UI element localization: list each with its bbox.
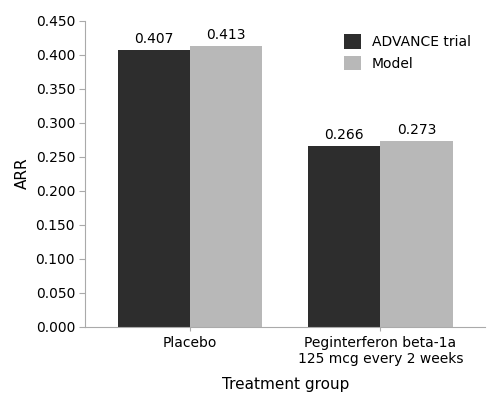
Text: 0.407: 0.407 (134, 32, 173, 46)
Bar (118, 50, 190, 327)
Y-axis label: ARR: ARR (15, 158, 30, 189)
Bar (308, 146, 380, 327)
Text: 0.266: 0.266 (324, 128, 364, 142)
Legend: ADVANCE trial, Model: ADVANCE trial, Model (338, 27, 478, 78)
Text: 0.273: 0.273 (397, 123, 436, 137)
Bar (380, 141, 452, 327)
Bar (190, 46, 262, 327)
X-axis label: Treatment group: Treatment group (222, 377, 349, 392)
Text: 0.413: 0.413 (206, 28, 246, 42)
